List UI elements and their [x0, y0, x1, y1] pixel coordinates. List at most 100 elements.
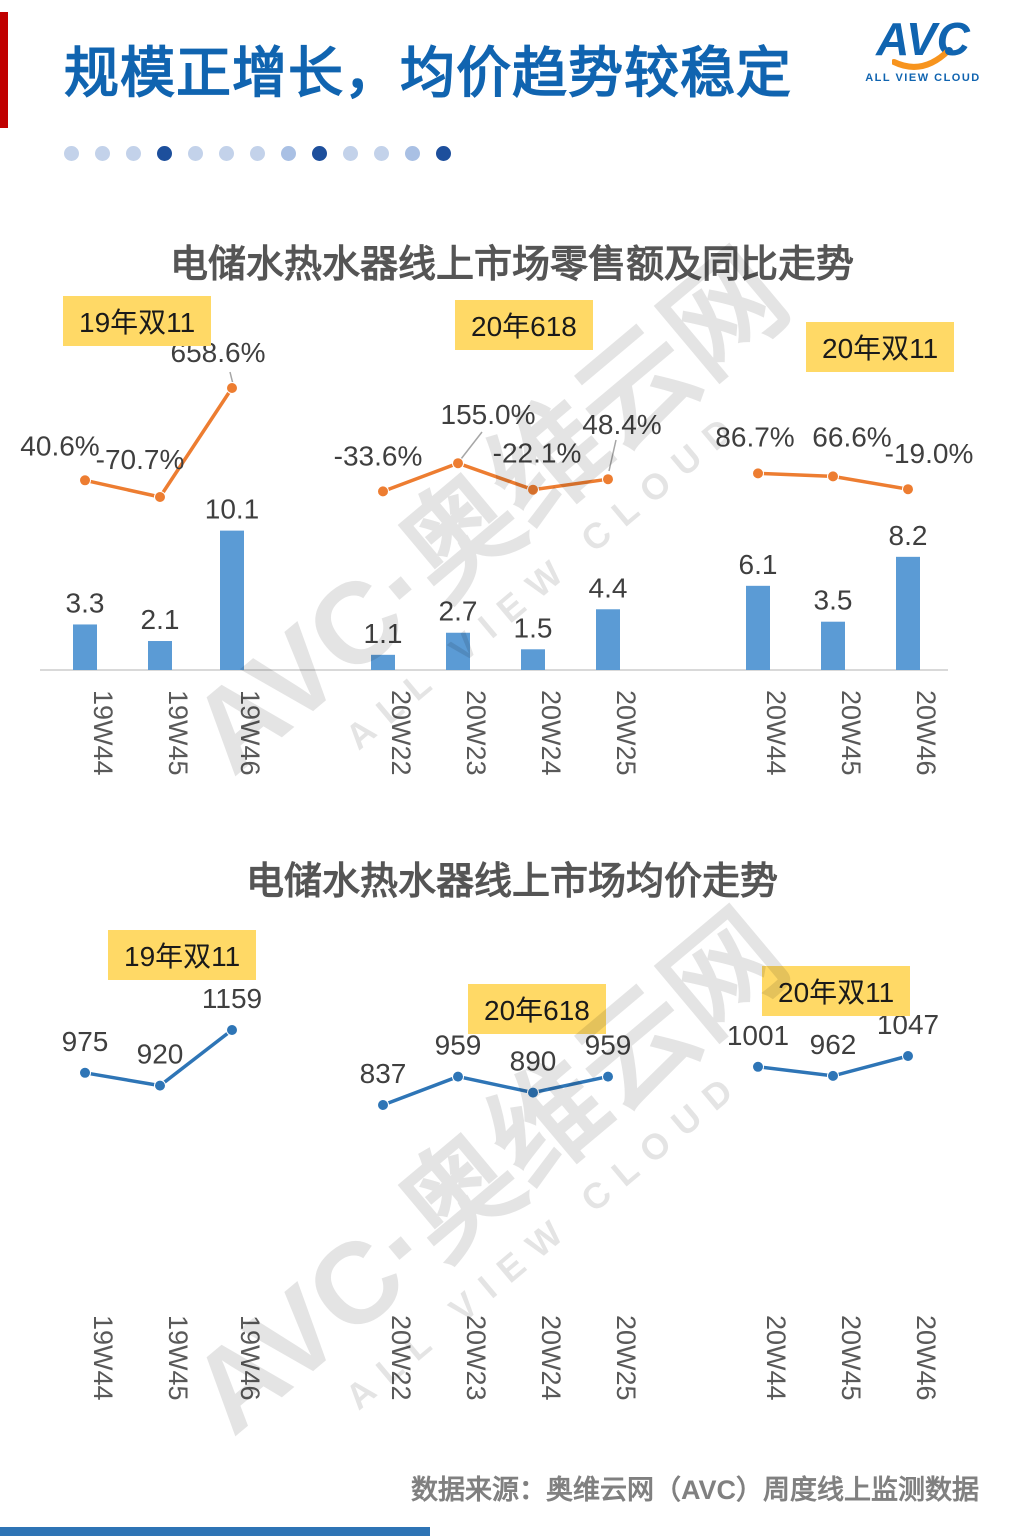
progress-dot: [343, 146, 358, 161]
category-label: 20W25: [611, 690, 641, 776]
label-leader-line: [229, 371, 234, 385]
bar: [220, 530, 244, 670]
bar-value-label: 2.1: [141, 604, 180, 635]
bar: [821, 621, 845, 670]
yoy-line: [84, 387, 234, 499]
progress-dot: [281, 146, 296, 161]
yoy-line-point: [154, 491, 166, 503]
category-label: 20W23: [461, 1315, 491, 1401]
price-line-point: [827, 1069, 839, 1082]
price-value-label: 1159: [202, 985, 262, 1014]
retail-combo-chart: 3.3 2.1 10.1 1.1 2.7 1.5 4.4 6.1 3.5 8.2 40.6%-70.…: [20, 337, 974, 776]
price-line-point: [752, 1060, 764, 1073]
category-label: 19W46: [235, 690, 265, 776]
red-accent-bar: [0, 12, 8, 128]
progress-dot: [64, 146, 79, 161]
yoy-line-point: [79, 474, 91, 487]
price-value-label: 890: [510, 1046, 557, 1077]
price-value-label: 920: [137, 1039, 184, 1070]
progress-dot: [405, 146, 420, 161]
bar: [371, 654, 395, 670]
price-line-point: [377, 1099, 389, 1111]
bar: [73, 624, 97, 670]
data-source-note: 数据来源：奥维云网（AVC）周度线上监测数据: [410, 1475, 979, 1505]
price-value-label: 959: [435, 1030, 482, 1061]
bar-value-label: 3.5: [814, 585, 853, 616]
yoy-line-point: [752, 467, 764, 480]
yoy-value-label: 66.6%: [812, 421, 891, 452]
category-label: 20W45: [836, 690, 866, 776]
bar: [896, 556, 920, 670]
bar: [596, 609, 620, 670]
category-label: 20W45: [836, 1315, 866, 1401]
progress-dot: [157, 146, 172, 161]
category-label: 20W44: [761, 690, 791, 776]
yoy-value-label: -33.6%: [334, 440, 423, 471]
progress-dot: [219, 146, 234, 161]
price-value-label: 959: [585, 1030, 632, 1061]
chart1-annotation-19double11: 19年双11: [63, 296, 212, 346]
bar-value-label: 6.1: [739, 549, 778, 580]
category-label: 19W45: [163, 690, 193, 776]
logo-tagline: ALL VIEW CLOUD: [865, 72, 981, 84]
price-line-point: [226, 1024, 238, 1036]
yoy-value-label: 40.6%: [20, 430, 99, 461]
price-value-label: 962: [810, 1029, 857, 1060]
category-label: 20W22: [386, 1315, 416, 1401]
chart1-title: 电储水热水器线上市场零售额及同比走势: [169, 244, 854, 286]
chart2-title: 电储水热水器线上市场均价走势: [245, 861, 778, 903]
category-label: 20W23: [461, 690, 491, 776]
price-value-label: 837: [360, 1058, 407, 1089]
bottom-accent-bar: [0, 1527, 430, 1536]
yoy-line-point: [226, 382, 238, 394]
page-title: 规模正增长，均价趋势较稳定: [64, 42, 793, 104]
chart2-annotation-19double11: 19年双11: [108, 930, 257, 980]
bar: [446, 632, 470, 670]
category-label: 20W46: [911, 690, 941, 776]
chart1-annotation-20-618: 20年618: [455, 300, 593, 350]
progress-dot: [126, 146, 141, 161]
yoy-value-label: 48.4%: [582, 409, 661, 440]
yoy-value-label: 86.7%: [715, 421, 794, 452]
progress-dot: [436, 146, 451, 161]
price-line-point: [527, 1086, 539, 1099]
avc-logo: AVC ALL VIEW CLOUD: [848, 16, 998, 84]
price-value-label: 1001: [727, 1020, 789, 1051]
progress-dots: [64, 146, 451, 161]
logo-swoosh-icon: [892, 47, 953, 70]
category-label: 20W44: [761, 1315, 791, 1401]
yoy-value-label: -19.0%: [885, 438, 974, 469]
chart1-annotation-20double11: 20年双11: [806, 322, 955, 372]
label-leader-line: [608, 439, 617, 472]
chart2-annotation-20-618: 20年618: [468, 984, 606, 1034]
category-label: 19W44: [88, 690, 118, 776]
progress-dot: [312, 146, 327, 161]
yoy-line-point: [527, 483, 539, 496]
yoy-value-label: -70.7%: [96, 444, 185, 475]
yoy-line-point: [902, 483, 914, 496]
category-label: 20W22: [386, 690, 416, 776]
progress-dot: [188, 146, 203, 161]
yoy-line-point: [827, 470, 839, 483]
yoy-line-point: [452, 457, 464, 470]
price-line: [382, 1074, 609, 1107]
label-leader-line: [460, 431, 483, 460]
progress-dot: [95, 146, 110, 161]
bar-value-label: 1.1: [364, 618, 403, 649]
bar: [148, 641, 172, 670]
bar-value-label: 4.4: [589, 572, 628, 603]
logo-text: AVC: [876, 13, 970, 65]
bar-value-label: 3.3: [66, 587, 105, 618]
price-line-point: [902, 1050, 914, 1062]
bar-value-label: 1.5: [514, 612, 553, 643]
category-label: 20W24: [536, 1315, 566, 1401]
category-label: 19W46: [235, 1315, 265, 1401]
yoy-line: [382, 461, 609, 494]
price-line-point: [452, 1070, 464, 1083]
price-line-point: [79, 1066, 91, 1079]
progress-dot: [250, 146, 265, 161]
category-label: 19W44: [88, 1315, 118, 1401]
yoy-value-label: 155.0%: [441, 399, 536, 430]
